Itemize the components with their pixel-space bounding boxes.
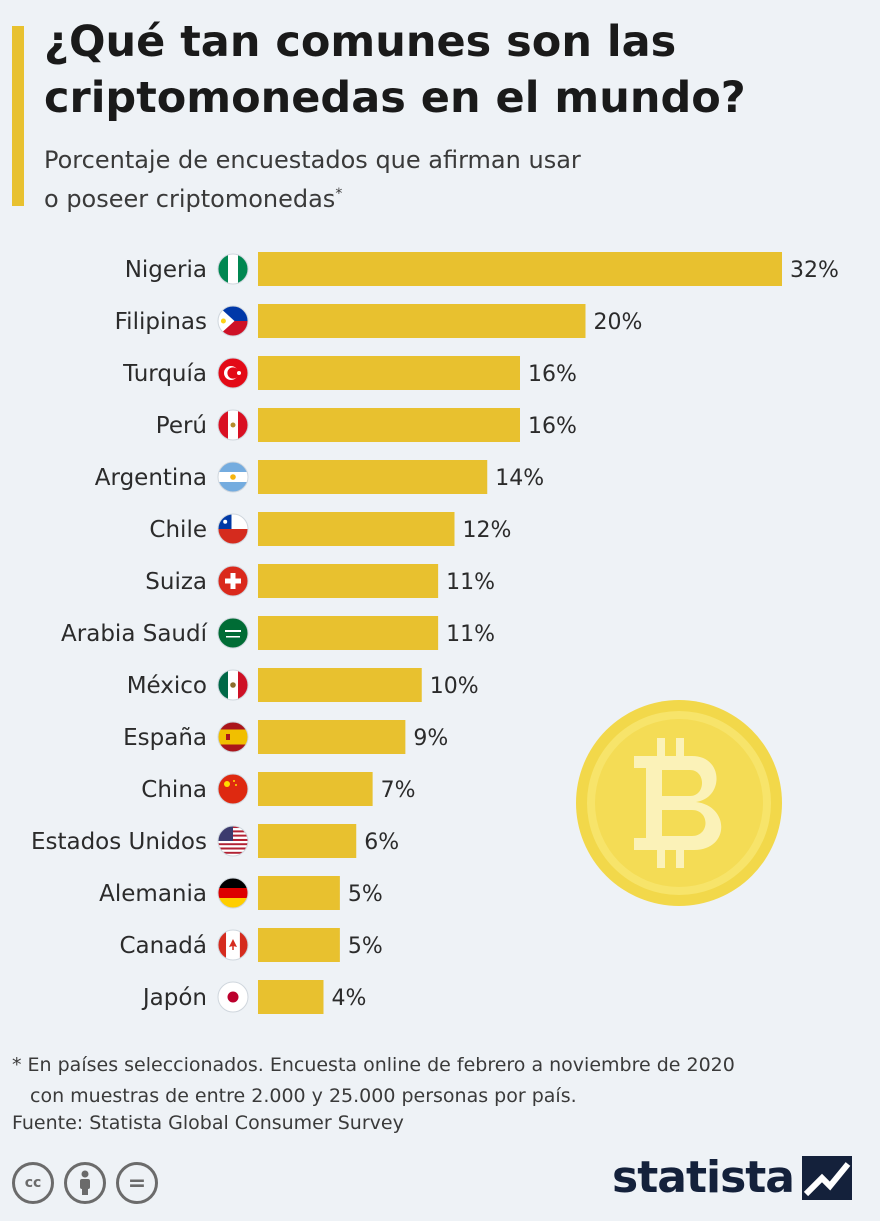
bar bbox=[258, 720, 406, 754]
value-label: 5% bbox=[348, 882, 383, 907]
subtitle-line-1: Porcentaje de encuestados que afirman us… bbox=[44, 146, 581, 174]
bar bbox=[258, 928, 340, 962]
china-flag-icon bbox=[217, 773, 249, 805]
bar-row: Turquía 16% bbox=[122, 356, 577, 390]
value-label: 6% bbox=[364, 830, 399, 855]
category-label: Japón bbox=[141, 985, 207, 1011]
bar-row: México 10% bbox=[127, 668, 479, 702]
philippines-flag-icon bbox=[217, 305, 249, 337]
category-label: Canadá bbox=[119, 933, 207, 959]
footnote-line-2: con muestras de entre 2.000 y 25.000 per… bbox=[30, 1085, 577, 1107]
bar-row: Perú 16% bbox=[156, 408, 577, 442]
title-line-2: criptomonedas en el mundo? bbox=[44, 73, 746, 123]
value-label: 16% bbox=[528, 414, 577, 439]
bar bbox=[258, 304, 586, 338]
value-label: 9% bbox=[413, 726, 448, 751]
value-label: 20% bbox=[594, 310, 643, 335]
value-label: 5% bbox=[348, 934, 383, 959]
value-label: 11% bbox=[446, 622, 495, 647]
bar-row: Estados Unidos 6% bbox=[31, 824, 399, 858]
category-label: Arabia Saudí bbox=[61, 621, 208, 647]
footnote-line-1: * En países seleccionados. Encuesta onli… bbox=[12, 1054, 735, 1076]
category-label: Alemania bbox=[99, 881, 207, 907]
accent-bar bbox=[12, 26, 24, 206]
bar bbox=[258, 460, 488, 494]
nigeria-flag-icon bbox=[217, 253, 249, 285]
japan-flag-icon bbox=[217, 981, 249, 1013]
chart-title: ¿Qué tan comunes son las criptomonedas e… bbox=[44, 14, 864, 126]
germany-flag-icon bbox=[217, 877, 249, 909]
bar-chart: Nigeria 32% Filipinas 20% Turquía 16% Perú 16% A… bbox=[31, 252, 839, 1014]
value-label: 10% bbox=[430, 674, 479, 699]
bar-row: Suiza 11% bbox=[145, 564, 495, 598]
subtitle-line-2: o poseer criptomonedas bbox=[44, 185, 336, 213]
bar bbox=[258, 512, 455, 546]
category-label: Nigeria bbox=[125, 257, 207, 283]
usa-flag-icon bbox=[217, 825, 249, 857]
bar-row: China 7% bbox=[141, 772, 416, 806]
bar bbox=[258, 772, 373, 806]
value-label: 11% bbox=[446, 570, 495, 595]
chile-flag-icon bbox=[217, 513, 249, 545]
category-label: España bbox=[123, 725, 207, 751]
canada-flag-icon bbox=[217, 929, 249, 961]
category-label: Argentina bbox=[95, 465, 207, 491]
saudi-arabia-flag-icon bbox=[217, 617, 249, 649]
no-derivatives-icon[interactable]: = bbox=[116, 1162, 158, 1204]
bar-row: Argentina 14% bbox=[95, 460, 544, 494]
bar-row: España 9% bbox=[123, 720, 448, 754]
statista-logo-icon bbox=[802, 1155, 852, 1200]
mexico-flag-icon bbox=[217, 669, 249, 701]
bitcoin-coin-icon bbox=[576, 700, 782, 906]
category-label: China bbox=[141, 777, 207, 803]
peru-flag-icon bbox=[217, 409, 249, 441]
chart-subtitle: Porcentaje de encuestados que afirman us… bbox=[44, 143, 804, 216]
value-label: 14% bbox=[495, 466, 544, 491]
footnote: * En países seleccionados. Encuesta onli… bbox=[12, 1050, 852, 1112]
bar-row: Canadá 5% bbox=[119, 928, 383, 962]
source-note: Fuente: Statista Global Consumer Survey bbox=[12, 1112, 404, 1134]
title-line-1: ¿Qué tan comunes son las bbox=[44, 17, 677, 67]
bar-row: Chile 12% bbox=[149, 512, 511, 546]
bar-row: Filipinas 20% bbox=[115, 304, 643, 338]
value-label: 12% bbox=[463, 518, 512, 543]
spain-flag-icon bbox=[217, 721, 249, 753]
cc-icon[interactable]: cc bbox=[12, 1162, 54, 1204]
value-label: 32% bbox=[790, 258, 839, 283]
switzerland-flag-icon bbox=[217, 565, 249, 597]
bar-row: Arabia Saudí 11% bbox=[61, 616, 495, 650]
bar-row: Japón 4% bbox=[141, 980, 367, 1014]
category-label: Chile bbox=[149, 517, 207, 543]
category-label: México bbox=[127, 673, 207, 699]
bar bbox=[258, 356, 520, 390]
bar bbox=[258, 408, 520, 442]
value-label: 16% bbox=[528, 362, 577, 387]
bar-row: Alemania 5% bbox=[99, 876, 383, 910]
category-label: Filipinas bbox=[115, 309, 207, 335]
bar bbox=[258, 616, 439, 650]
statista-logo[interactable]: statista bbox=[612, 1152, 852, 1203]
bar-row: Nigeria 32% bbox=[125, 252, 839, 286]
bar bbox=[258, 252, 782, 286]
logo-text: statista bbox=[612, 1152, 795, 1203]
bar bbox=[258, 980, 324, 1014]
license-icons: cc = bbox=[12, 1162, 158, 1204]
turkey-flag-icon bbox=[217, 357, 249, 389]
subtitle-footnote-mark: * bbox=[335, 186, 343, 202]
attribution-icon[interactable] bbox=[64, 1162, 106, 1204]
category-label: Estados Unidos bbox=[31, 829, 207, 855]
argentina-flag-icon bbox=[217, 461, 249, 493]
category-label: Perú bbox=[156, 413, 207, 439]
bar bbox=[258, 564, 439, 598]
value-label: 4% bbox=[332, 986, 367, 1011]
bar bbox=[258, 824, 357, 858]
category-label: Turquía bbox=[122, 361, 207, 387]
bar bbox=[258, 668, 422, 702]
value-label: 7% bbox=[381, 778, 416, 803]
bar bbox=[258, 876, 340, 910]
category-label: Suiza bbox=[145, 569, 207, 595]
